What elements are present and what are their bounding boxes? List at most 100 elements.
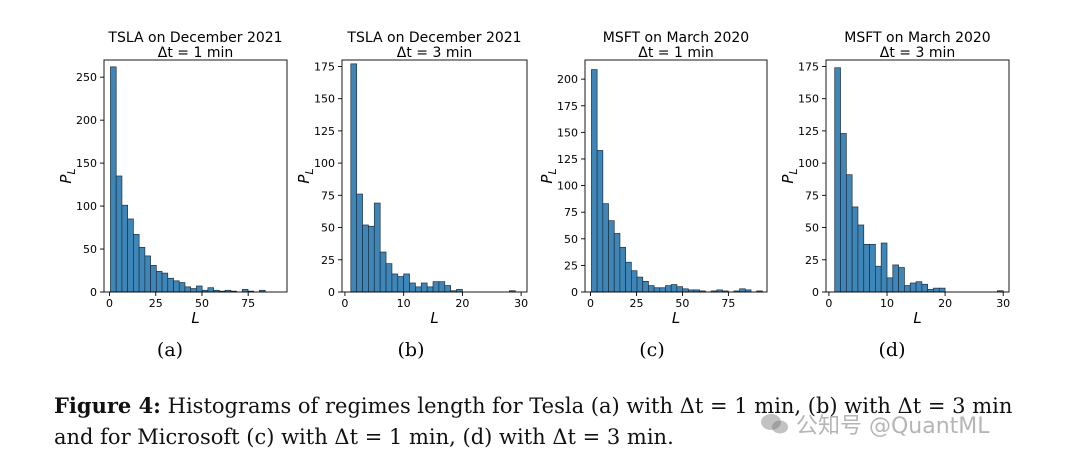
- y-axis-label: PL: [538, 168, 559, 183]
- watermark-text: 公知号 @QuantML: [796, 414, 990, 439]
- histogram-bar: [115, 175, 123, 293]
- histogram-bar: [904, 285, 911, 293]
- histogram-bar: [173, 280, 180, 293]
- y-tick-label: 75: [805, 189, 819, 202]
- chart-title: MSFT on March 2020: [603, 30, 749, 46]
- histogram-bar: [138, 246, 146, 293]
- y-tick-label: 100: [76, 200, 97, 213]
- watermark: 公知号 @QuantML: [760, 408, 990, 440]
- y-tick-label: 50: [321, 222, 335, 235]
- x-tick-label: 0: [587, 297, 594, 310]
- y-tick-label: 150: [798, 93, 819, 106]
- histogram-bar: [184, 286, 192, 293]
- histogram-bar: [420, 282, 428, 293]
- histogram-bar: [845, 174, 853, 293]
- histogram-bar: [379, 251, 387, 293]
- histogram-bar: [659, 287, 666, 293]
- histogram-bar: [863, 243, 870, 293]
- panel-label: (a): [157, 339, 183, 361]
- histogram-bar: [933, 287, 940, 293]
- histogram-bar: [682, 288, 689, 293]
- histogram-bar: [625, 261, 632, 293]
- histogram-bar: [875, 265, 882, 293]
- histogram-bar: [403, 273, 410, 293]
- chart-title: MSFT on March 2020: [844, 30, 990, 46]
- y-tick-label: 175: [798, 60, 819, 73]
- y-tick-label: 0: [90, 286, 97, 299]
- y-tick-label: 100: [557, 180, 578, 193]
- histogram-bar: [898, 267, 905, 293]
- panel-label: (d): [879, 339, 906, 361]
- chart-title: TSLA on December 2021: [346, 30, 521, 46]
- x-tick-label: 20: [455, 297, 469, 310]
- histogram-bar: [196, 285, 203, 293]
- histogram-bar: [415, 286, 422, 293]
- x-axis-label: L: [913, 309, 921, 327]
- histogram-bar: [851, 206, 859, 293]
- caption-line-2: and for Microsoft (c) with Δt = 1 min, (…: [54, 425, 674, 449]
- histogram-bar: [886, 277, 894, 293]
- y-tick-label: 175: [314, 60, 335, 73]
- histogram-bar: [938, 287, 946, 293]
- chart-subtitle: Δt = 1 min: [158, 45, 233, 61]
- histogram-bar: [834, 67, 841, 293]
- histogram-bar: [857, 224, 865, 293]
- y-tick-label: 150: [557, 126, 578, 139]
- chart-subtitle: Δt = 1 min: [638, 45, 713, 61]
- y-tick-label: 200: [76, 114, 97, 127]
- histogram-bar: [356, 193, 363, 293]
- plot-frame: [825, 59, 1010, 293]
- y-axis-label: PL: [57, 168, 78, 183]
- histogram-bar: [438, 281, 446, 293]
- histogram-bar: [653, 287, 661, 293]
- x-tick-label: 30: [514, 297, 528, 310]
- y-tick-label: 75: [321, 189, 335, 202]
- y-tick-label: 150: [76, 157, 97, 170]
- chart-subtitle: Δt = 3 min: [880, 45, 955, 61]
- y-tick-label: 100: [314, 157, 335, 170]
- plot-frame: [341, 59, 528, 293]
- histogram-bar: [161, 272, 169, 293]
- histogram-bar: [190, 288, 197, 293]
- panel-label: (c): [639, 339, 664, 361]
- histogram-bar: [373, 202, 381, 293]
- x-axis-label: L: [430, 309, 438, 327]
- y-tick-label: 50: [564, 233, 578, 246]
- chart-title: TSLA on December 2021: [107, 30, 282, 46]
- histogram-bar: [432, 281, 440, 293]
- histogram-bar: [608, 220, 615, 293]
- y-tick-label: 100: [798, 157, 819, 170]
- histogram-bar: [150, 265, 157, 293]
- y-tick-label: 25: [321, 254, 335, 267]
- x-axis-label: L: [672, 309, 680, 327]
- histogram-bar: [362, 224, 369, 293]
- histogram-bar: [121, 204, 129, 293]
- y-tick-label: 150: [314, 93, 335, 106]
- x-tick-label: 0: [106, 297, 113, 310]
- y-tick-label: 0: [328, 286, 335, 299]
- histogram-bar: [880, 242, 888, 293]
- histogram-bar: [892, 264, 899, 293]
- y-axis-label: PL: [779, 168, 800, 183]
- histogram-bar: [127, 218, 134, 293]
- x-axis-label: L: [191, 309, 199, 327]
- y-tick-label: 125: [314, 125, 335, 138]
- histogram-bar: [409, 282, 416, 293]
- histogram-bar: [915, 281, 923, 293]
- histogram-bar: [155, 271, 163, 293]
- x-tick-label: 30: [996, 297, 1010, 310]
- histogram-bar: [909, 282, 917, 293]
- plot-frame: [584, 59, 768, 293]
- histogram-bar: [602, 203, 609, 293]
- wechat-icon: [761, 414, 788, 434]
- panel-label: (b): [398, 339, 425, 361]
- histogram-bar: [596, 150, 604, 293]
- y-tick-label: 75: [564, 206, 578, 219]
- histogram-bar: [869, 243, 876, 293]
- histogram-bar: [178, 282, 186, 293]
- histogram-bar: [110, 66, 117, 293]
- histogram-bar: [648, 285, 655, 293]
- histogram-bar: [921, 283, 929, 293]
- histogram-bar: [613, 233, 621, 293]
